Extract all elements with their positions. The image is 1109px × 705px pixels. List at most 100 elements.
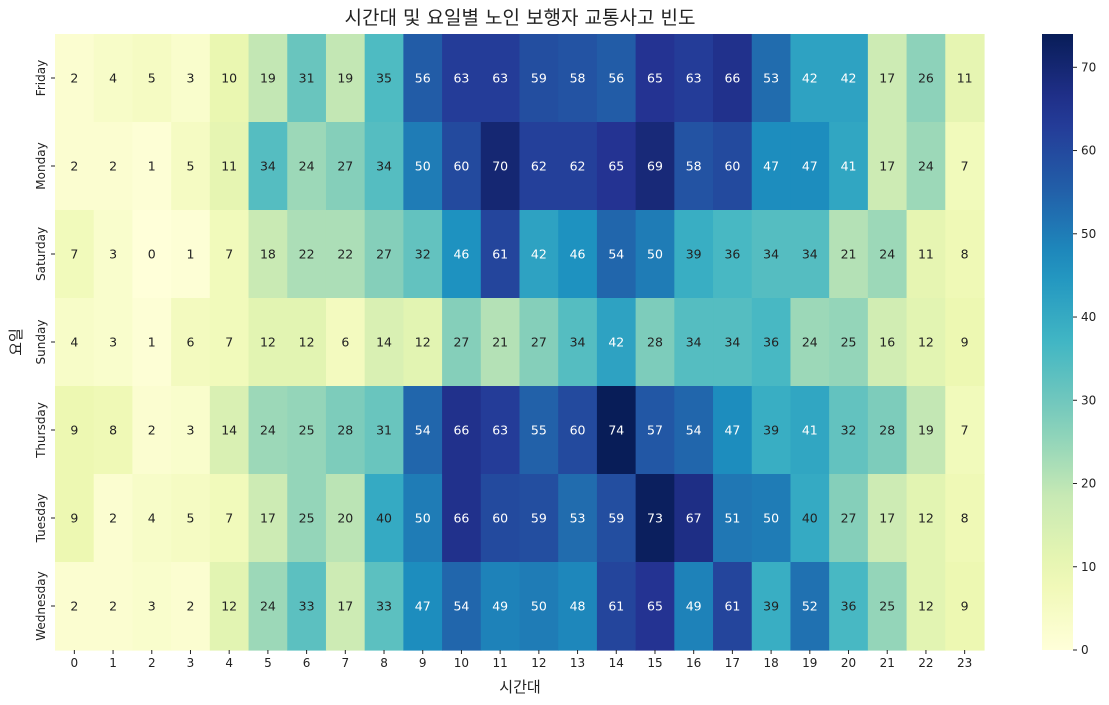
cell-value-label: 42 (608, 335, 624, 350)
x-tick-label: 12 (531, 656, 546, 670)
x-tick-label: 8 (380, 656, 388, 670)
heatmap-cell (325, 474, 366, 563)
heatmap-cell (635, 210, 675, 299)
cell-value-label: 27 (453, 335, 469, 350)
cell-value-label: 50 (763, 511, 779, 526)
heatmap-cell (442, 298, 482, 387)
x-tick-label: 16 (686, 656, 701, 670)
heatmap-cell (132, 298, 172, 387)
x-tick-label: 20 (841, 656, 856, 670)
cell-value-label: 50 (415, 159, 431, 174)
cell-value-label: 21 (492, 335, 508, 350)
heatmap-cell (906, 474, 946, 563)
heatmap-cell (674, 562, 714, 651)
heatmap-cell (93, 122, 134, 211)
cell-value-label: 39 (763, 599, 779, 614)
cell-value-label: 69 (647, 159, 663, 174)
cell-value-label: 17 (879, 511, 895, 526)
cell-value-label: 27 (841, 511, 857, 526)
cell-value-label: 74 (608, 423, 624, 438)
y-tick-label: Sunday (34, 320, 48, 365)
heatmap-cell (209, 386, 250, 475)
cell-value-label: 42 (841, 71, 857, 86)
cell-value-label: 25 (841, 335, 857, 350)
heatmap-cell (55, 386, 95, 475)
cell-value-label: 18 (260, 247, 276, 262)
heatmap-cell (867, 210, 908, 299)
x-tick-label: 6 (303, 656, 311, 670)
heatmap-cell (906, 386, 946, 475)
heatmap-cell (364, 562, 404, 651)
heatmap-cell (635, 386, 675, 475)
y-axis-label: 요일 (7, 328, 25, 356)
cell-value-label: 33 (376, 599, 392, 614)
cell-value-label: 56 (608, 71, 624, 86)
heatmap-cell (596, 210, 637, 299)
cell-value-label: 7 (70, 247, 78, 262)
heatmap-cell (867, 298, 908, 387)
heatmap-cell (790, 298, 830, 387)
cell-value-label: 24 (260, 599, 276, 614)
heatmap-cell (713, 34, 753, 123)
heatmap-cell (287, 122, 327, 211)
heatmap-cell (829, 122, 869, 211)
cell-value-label: 3 (187, 71, 195, 86)
heatmap-cell (790, 34, 830, 123)
heatmap-cell (751, 474, 792, 563)
heatmap-cell (364, 474, 404, 563)
heatmap-cell (867, 34, 908, 123)
heatmap-cell (287, 34, 327, 123)
cell-value-label: 2 (148, 423, 156, 438)
heatmap-cell (674, 298, 714, 387)
cell-value-label: 2 (109, 159, 117, 174)
heatmap-cell (209, 298, 250, 387)
heatmap-cell (480, 210, 521, 299)
heatmap-cell (248, 298, 288, 387)
cell-value-label: 58 (686, 159, 702, 174)
cell-value-label: 2 (109, 511, 117, 526)
cell-value-label: 41 (802, 423, 818, 438)
colorbar-tick-label: 20 (1081, 477, 1096, 491)
heatmap-cell (558, 34, 598, 123)
x-tick-label: 1 (109, 656, 117, 670)
cell-value-label: 27 (376, 247, 392, 262)
colorbar: 0 10 20 30 40 50 60 70 (1042, 34, 1096, 657)
heatmap-cell (287, 474, 327, 563)
heatmap-cell (751, 386, 792, 475)
x-tick-label: 23 (957, 656, 972, 670)
heatmap-cell (829, 210, 869, 299)
cell-value-label: 61 (724, 599, 740, 614)
cell-value-label: 34 (724, 335, 740, 350)
colorbar-gradient (1042, 34, 1073, 650)
heatmap-cell (403, 562, 443, 651)
cell-value-label: 24 (260, 423, 276, 438)
heatmap-cell (364, 298, 404, 387)
cell-value-label: 41 (841, 159, 857, 174)
x-tick-label: 0 (71, 656, 79, 670)
cell-value-label: 12 (918, 511, 934, 526)
x-tick-label: 18 (763, 656, 778, 670)
cell-value-label: 66 (724, 71, 740, 86)
heatmap-cell (906, 34, 946, 123)
cell-value-label: 33 (299, 599, 315, 614)
cell-value-label: 12 (299, 335, 315, 350)
cell-value-label: 8 (109, 423, 117, 438)
cell-value-label: 51 (724, 511, 740, 526)
cell-value-label: 53 (763, 71, 779, 86)
cell-value-label: 12 (221, 599, 237, 614)
heatmap-cell (248, 210, 288, 299)
heatmap-cell (558, 122, 598, 211)
cell-value-label: 7 (225, 247, 233, 262)
heatmap-cell (790, 562, 830, 651)
cell-value-label: 1 (148, 159, 156, 174)
cell-value-label: 4 (148, 511, 156, 526)
cell-value-label: 32 (415, 247, 431, 262)
colorbar-tick-label: 50 (1081, 227, 1096, 241)
colorbar-tick-label: 0 (1081, 643, 1089, 657)
colorbar-tick-label: 60 (1081, 144, 1096, 158)
cell-value-label: 19 (918, 423, 934, 438)
cell-value-label: 10 (221, 71, 237, 86)
cell-value-label: 60 (453, 159, 469, 174)
heatmap-cell (209, 210, 250, 299)
